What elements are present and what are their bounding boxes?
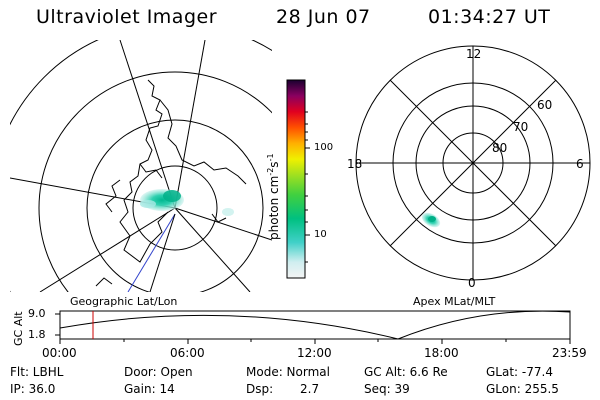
mlat-label-60: 60 (537, 98, 553, 112)
polar-grid (355, 45, 591, 281)
filter-info: Flt: LBHL (10, 365, 64, 379)
instrument-title: Ultraviolet Imager (36, 6, 218, 28)
altitude-ytick-high: 9.0 (28, 307, 46, 320)
date-label: 28 Jun 07 (276, 6, 371, 28)
glat-info: GLat: -77.4 (486, 365, 553, 379)
seq-info: Seq: 39 (364, 382, 410, 396)
door-info: Door: Open (124, 365, 193, 379)
mlt-label-0: 0 (468, 276, 476, 290)
mlt-label-18: 18 (347, 157, 363, 171)
gain-info: Gain: 14 (124, 382, 175, 396)
mlt-label-12: 12 (466, 47, 482, 61)
mlt-label-6: 6 (576, 157, 584, 171)
colorbar (286, 79, 310, 279)
time-tick-1200: 12:00 (297, 346, 332, 360)
time-label: 01:34:27 UT (428, 6, 551, 28)
mlat-label-70: 70 (513, 120, 529, 134)
time-tick-2359: 23:59 (552, 346, 587, 360)
dsp-label: Dsp: (246, 382, 274, 396)
mode-info: Mode: Normal (246, 365, 330, 379)
glon-info: GLon: 255.5 (486, 382, 559, 396)
aurora-emission-geo (140, 189, 234, 216)
aurora-emission-polar (421, 212, 441, 228)
altitude-ylabel: GC Alt (12, 311, 25, 346)
time-tick-0000: 00:00 (42, 346, 77, 360)
geographic-panel-label: Geographic Lat/Lon (70, 295, 178, 308)
ip-info: IP: 36.0 (10, 382, 56, 396)
apex-panel-label: Apex MLat/MLT (413, 295, 496, 308)
colorbar-unit-label: photon cm-2s-1 (266, 153, 281, 240)
mlat-label-80: 80 (492, 141, 508, 155)
altitude-ytick-low: 1.8 (28, 328, 46, 341)
gc-alt-info: GC Alt: 6.6 Re (364, 365, 448, 379)
dsp-value: 2.7 (300, 382, 320, 396)
altitude-plot (55, 310, 571, 344)
time-tick-0600: 06:00 (170, 346, 205, 360)
colorbar-tick-100: 100 (314, 142, 334, 153)
time-tick-1800: 18:00 (424, 346, 459, 360)
colorbar-tick-10: 10 (314, 229, 327, 240)
